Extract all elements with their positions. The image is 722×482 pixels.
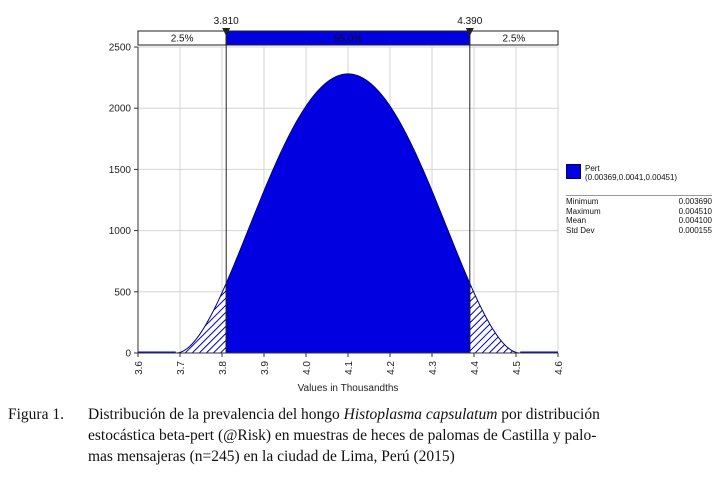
probability-band-bar: 2.5% 95.0% 2.5% [137,30,559,46]
legend-series-params: (0.00369,0.0041,0.00451) [585,173,678,182]
legend-entry: Pert (0.00369,0.0041,0.00451) [566,164,712,182]
x-tick-label: 4.5 [512,361,523,375]
upper-tail-area [469,283,521,354]
stats-table: Minimum 0.003690 Maximum 0.004510 Mean 0… [566,195,712,235]
stat-label: Std Dev [566,225,595,235]
legend-label: Pert (0.00369,0.0041,0.00451) [585,164,677,182]
delimiter-value: 4.390 [457,16,482,27]
x-tick-label: 4.2 [386,361,397,375]
x-tick-label: 4.1 [344,361,355,375]
caption-species: Histoplasma capsulatum [343,406,498,423]
stat-label: Mean [566,216,587,225]
distribution-chart: 3.6 3.7 3.8 3.9 4.0 4.1 4.2 4.3 4.4 4.5 4.6 0 500 10… [109,16,565,394]
stat-value: 0.004510 [678,206,712,216]
caption-line-3: mas mensajeras (n=245) en la ciudad de L… [88,448,455,465]
central-area [225,73,471,354]
y-tick-label: 2500 [109,43,132,54]
x-tick-label: 4.4 [470,361,481,375]
delimiter-value: 3.810 [214,16,239,27]
y-tick-label: 1500 [109,165,132,176]
lower-tail-area [175,283,227,354]
stat-value: 0.004100 [678,216,712,225]
x-tick-label: 3.8 [218,361,229,375]
x-tick-label: 3.7 [176,361,187,375]
legend: Pert (0.00369,0.0041,0.00451) Minimum 0.… [566,164,712,235]
stat-row-minimum: Minimum 0.003690 [566,197,712,207]
caption-line-2: estocástica beta-pert (@Risk) en muestra… [88,427,597,444]
x-tick-label: 4.6 [554,361,565,375]
stat-row-maximum: Maximum 0.004510 [566,207,712,217]
y-tick-label: 2000 [109,104,132,115]
stat-value: 0.003690 [678,197,712,206]
stat-label: Maximum [566,206,601,216]
y-tick-label: 500 [114,287,131,298]
band-label: 2.5% [171,34,194,45]
stat-label: Minimum [566,197,599,206]
x-tick-label: 3.6 [134,361,145,375]
caption-text-start: Distribución de la prevalencia del hongo [88,406,344,423]
x-tick-labels: 3.6 3.7 3.8 3.9 4.0 4.1 4.2 4.3 4.4 4.5 4.6 [134,353,565,375]
caption-text-end: por distribución [497,406,600,423]
y-tick-labels: 0 500 1000 1500 2000 2500 [109,43,138,360]
caption-label: Figura 1. [8,406,64,423]
band-label: 95.0% [334,34,362,45]
x-tick-label: 4.0 [302,361,313,375]
delimiter-triangle [465,28,474,36]
figure-caption: Figura 1. Distribución de la prevalencia… [8,404,714,467]
stat-row-std-dev: Std Dev 0.000155 [566,226,712,236]
y-tick-label: 0 [125,349,131,360]
caption-line-1: Distribución de la prevalencia del hongo… [88,404,714,425]
delimiter-markers: 3.810 4.390 [214,16,483,353]
band-label: 2.5% [503,34,526,45]
x-tick-label: 3.9 [260,361,271,375]
legend-series-name: Pert [585,164,600,173]
x-tick-label: 4.3 [428,361,439,375]
density-area [138,73,558,354]
stat-value: 0.000155 [678,225,712,235]
y-tick-label: 1000 [109,226,132,237]
stat-row-mean: Mean 0.004100 [566,216,712,226]
delimiter-triangle [222,28,231,36]
legend-swatch [566,164,581,179]
x-axis-title: Values in Thousandths [298,383,399,394]
